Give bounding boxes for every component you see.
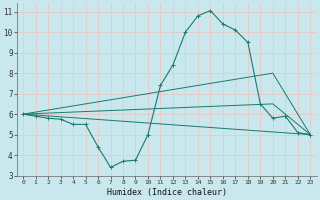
X-axis label: Humidex (Indice chaleur): Humidex (Indice chaleur) bbox=[107, 188, 227, 197]
